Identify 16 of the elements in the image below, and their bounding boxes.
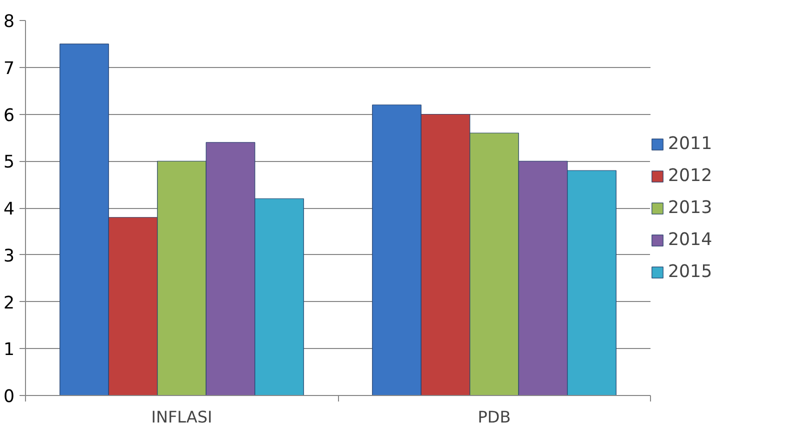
y-tick-label: 5 bbox=[3, 152, 15, 173]
x-tick-label: PDB bbox=[478, 408, 511, 426]
y-tick-label: 2 bbox=[3, 293, 15, 314]
y-tick-label: 0 bbox=[3, 387, 15, 407]
legend-label: 2012 bbox=[668, 166, 712, 186]
legend-label: 2013 bbox=[668, 198, 712, 218]
y-tick-label: 3 bbox=[3, 246, 15, 266]
y-tick-label: 8 bbox=[3, 12, 15, 32]
legend-label: 2014 bbox=[668, 230, 712, 250]
y-tick-label: 6 bbox=[3, 106, 15, 126]
legend-label: 2011 bbox=[668, 134, 712, 154]
y-tick-label: 7 bbox=[3, 58, 15, 79]
y-tick-label: 4 bbox=[3, 200, 15, 220]
x-tick-label: INFLASI bbox=[151, 408, 212, 426]
y-tick-label: 1 bbox=[3, 340, 15, 360]
legend-label: 2015 bbox=[668, 262, 712, 282]
